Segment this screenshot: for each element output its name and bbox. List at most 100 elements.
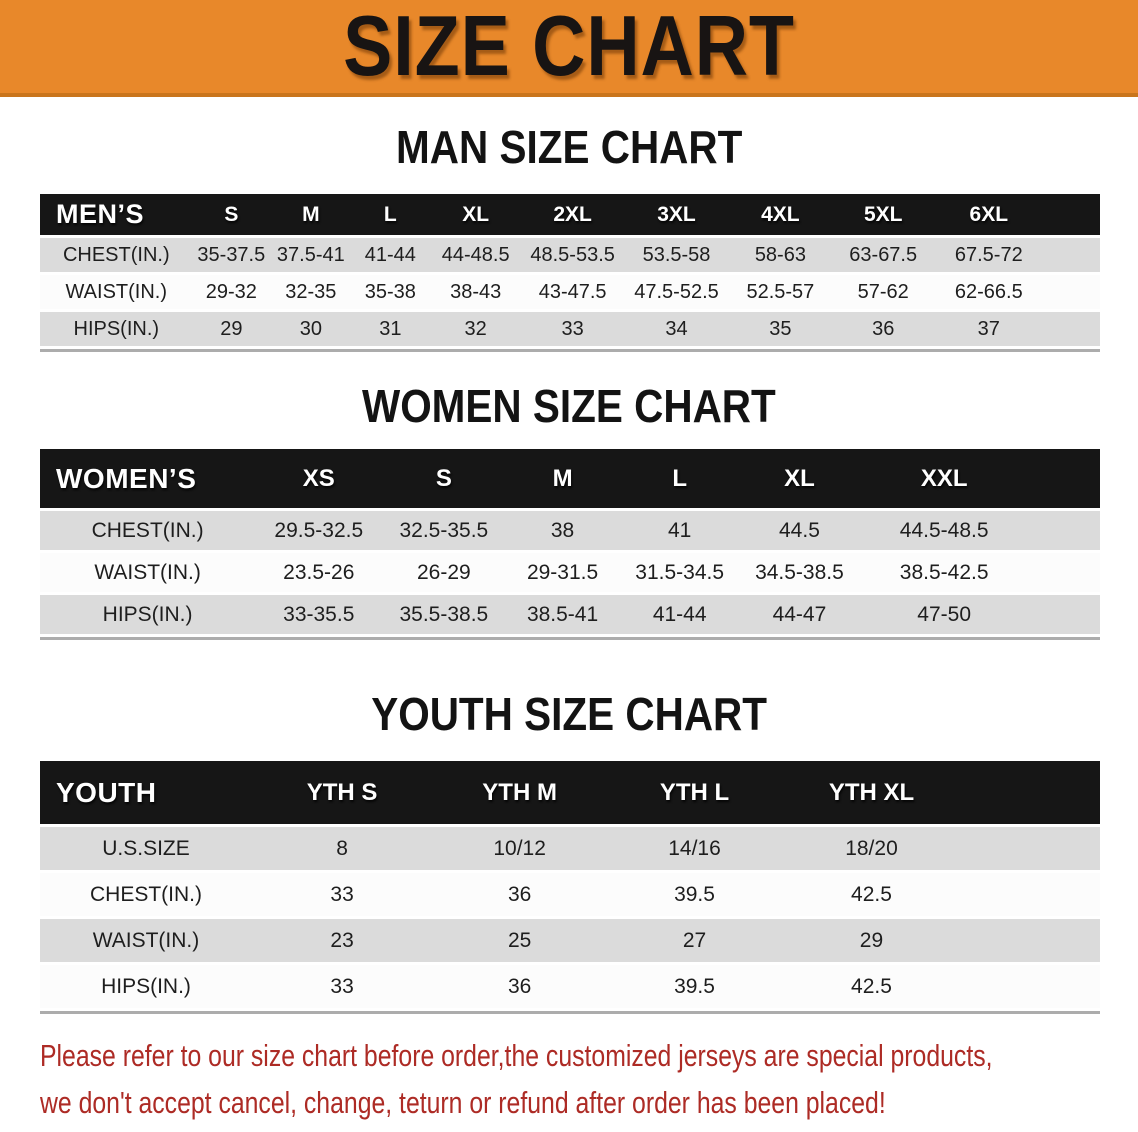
value-cell: 29: [191, 312, 272, 346]
womens-table-wrap: WOMEN’S XS S M L XL XXL CHEST(IN.) 29.5-…: [40, 446, 1100, 640]
value-cell: 32: [430, 312, 522, 346]
size-col-header: S: [191, 194, 272, 235]
value-cell: 23.5-26: [255, 553, 383, 592]
row-label: WAIST(IN.): [40, 275, 192, 309]
value-cell: 38: [505, 511, 620, 550]
value-cell: 62-66.5: [934, 275, 1100, 309]
value-cell: 35-37.5: [191, 238, 272, 272]
value-cell: 36: [432, 873, 608, 916]
value-cell: 35-38: [350, 275, 431, 309]
value-cell: 44-47: [739, 595, 860, 634]
value-cell: 47.5-52.5: [624, 275, 729, 309]
value-cell: 57-62: [831, 275, 935, 309]
value-cell: 52.5-57: [728, 275, 832, 309]
value-cell: 37.5-41: [271, 238, 351, 272]
value-cell: 38.5-41: [505, 595, 620, 634]
row-label: HIPS(IN.): [40, 965, 252, 1008]
size-col-header: YTH L: [607, 761, 782, 824]
size-col-header: 2XL: [521, 194, 625, 235]
size-col-header: M: [505, 449, 620, 508]
value-cell: 10/12: [432, 827, 608, 870]
value-cell: 43-47.5: [521, 275, 625, 309]
value-cell: 58-63: [728, 238, 832, 272]
womens-chest-row: CHEST(IN.) 29.5-32.5 32.5-35.5 38 41 44.…: [40, 511, 1100, 550]
value-cell: 33: [521, 312, 625, 346]
youth-waist-row: WAIST(IN.) 23 25 27 29: [40, 919, 1100, 962]
value-cell: 33: [252, 873, 433, 916]
youth-chest-row: CHEST(IN.) 33 36 39.5 42.5: [40, 873, 1100, 916]
youth-header-row: YOUTH YTH S YTH M YTH L YTH XL: [40, 761, 1100, 824]
youth-size-table: YOUTH YTH S YTH M YTH L YTH XL U.S.SIZE …: [40, 758, 1100, 1011]
size-col-header: XL: [430, 194, 522, 235]
womens-hips-row: HIPS(IN.) 33-35.5 35.5-38.5 38.5-41 41-4…: [40, 595, 1100, 634]
youth-section-heading: YOUTH SIZE CHART: [0, 688, 1138, 741]
womens-waist-row: WAIST(IN.) 23.5-26 26-29 29-31.5 31.5-34…: [40, 553, 1100, 592]
row-label: U.S.SIZE: [40, 827, 252, 870]
value-cell: 67.5-72: [934, 238, 1100, 272]
row-label: CHEST(IN.): [40, 511, 256, 550]
value-cell: 29-32: [191, 275, 272, 309]
size-col-header: XS: [255, 449, 383, 508]
size-col-header: 3XL: [624, 194, 729, 235]
value-cell: 63-67.5: [831, 238, 935, 272]
mens-table-wrap: MEN’S S M L XL 2XL 3XL 4XL 5XL 6XL CHEST…: [40, 191, 1100, 352]
value-cell: 25: [432, 919, 608, 962]
size-col-header: M: [271, 194, 351, 235]
value-cell: 47-50: [859, 595, 1100, 634]
value-cell: 26-29: [382, 553, 506, 592]
value-cell: 23: [252, 919, 433, 962]
youth-table-wrap: YOUTH YTH S YTH M YTH L YTH XL U.S.SIZE …: [40, 758, 1100, 1014]
youth-ussize-row: U.S.SIZE 8 10/12 14/16 18/20: [40, 827, 1100, 870]
value-cell: 36: [831, 312, 935, 346]
value-cell: 14/16: [607, 827, 782, 870]
value-cell: 38.5-42.5: [859, 553, 1100, 592]
value-cell: 41: [619, 511, 740, 550]
value-cell: 39.5: [607, 965, 782, 1008]
womens-corner-label: WOMEN’S: [40, 449, 256, 508]
value-cell: 31.5-34.5: [619, 553, 740, 592]
value-cell: 34.5-38.5: [739, 553, 860, 592]
value-cell: 35.5-38.5: [382, 595, 506, 634]
row-label: HIPS(IN.): [40, 595, 256, 634]
mens-header-row: MEN’S S M L XL 2XL 3XL 4XL 5XL 6XL: [40, 194, 1100, 235]
row-label: HIPS(IN.): [40, 312, 192, 346]
youth-hips-row: HIPS(IN.) 33 36 39.5 42.5: [40, 965, 1100, 1008]
value-cell: 38-43: [430, 275, 522, 309]
value-cell: 34: [624, 312, 729, 346]
value-cell: 53.5-58: [624, 238, 729, 272]
banner-title: SIZE CHART: [343, 0, 795, 94]
mens-corner-label: MEN’S: [40, 194, 192, 235]
value-cell: 33-35.5: [255, 595, 383, 634]
mens-waist-row: WAIST(IN.) 29-32 32-35 35-38 38-43 43-47…: [40, 275, 1100, 309]
size-col-header: L: [350, 194, 431, 235]
row-label: CHEST(IN.): [40, 873, 252, 916]
value-cell: 48.5-53.5: [521, 238, 625, 272]
row-label: WAIST(IN.): [40, 553, 256, 592]
value-cell: 41-44: [350, 238, 431, 272]
size-col-header: S: [382, 449, 506, 508]
value-cell: 44-48.5: [430, 238, 522, 272]
size-col-header: 6XL: [934, 194, 1100, 235]
size-col-header: 4XL: [728, 194, 832, 235]
value-cell: 41-44: [619, 595, 740, 634]
youth-heading-text: YOUTH SIZE CHART: [371, 688, 767, 741]
value-cell: 44.5-48.5: [859, 511, 1100, 550]
value-cell: 29: [781, 919, 1100, 962]
row-label: CHEST(IN.): [40, 238, 192, 272]
mens-heading-text: MAN SIZE CHART: [395, 121, 743, 174]
value-cell: 36: [432, 965, 608, 1008]
youth-corner-label: YOUTH: [40, 761, 252, 824]
disclaimer-line-1: Please refer to our size chart before or…: [40, 1038, 993, 1073]
value-cell: 29.5-32.5: [255, 511, 383, 550]
size-col-header: XXL: [859, 449, 1100, 508]
size-col-header: YTH S: [252, 761, 433, 824]
size-col-header: YTH XL: [781, 761, 1100, 824]
size-col-header: YTH M: [432, 761, 608, 824]
value-cell: 32.5-35.5: [382, 511, 506, 550]
value-cell: 8: [252, 827, 433, 870]
value-cell: 32-35: [271, 275, 351, 309]
mens-section-heading: MAN SIZE CHART: [0, 121, 1138, 174]
womens-heading-text: WOMEN SIZE CHART: [362, 380, 776, 433]
value-cell: 39.5: [607, 873, 782, 916]
size-col-header: L: [619, 449, 740, 508]
